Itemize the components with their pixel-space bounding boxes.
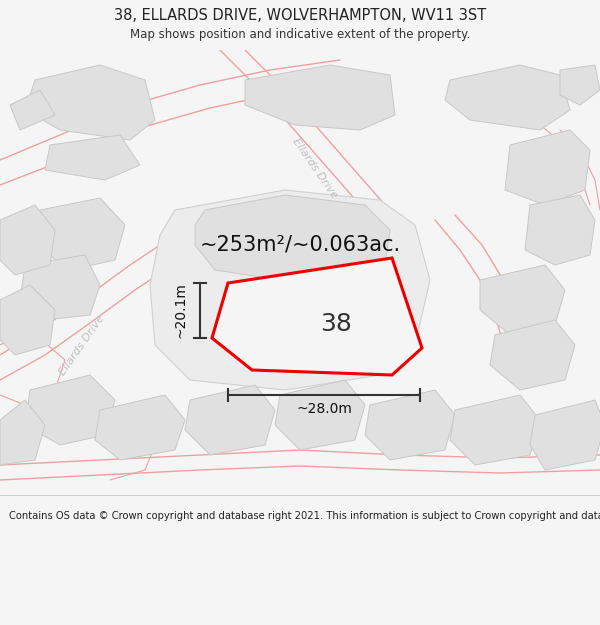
Polygon shape: [530, 400, 600, 470]
Polygon shape: [0, 285, 55, 355]
Text: Contains OS data © Crown copyright and database right 2021. This information is : Contains OS data © Crown copyright and d…: [9, 511, 600, 521]
Polygon shape: [45, 135, 140, 180]
Polygon shape: [25, 375, 115, 445]
Text: Ellards Drive: Ellards Drive: [290, 136, 340, 200]
Polygon shape: [445, 65, 570, 130]
Polygon shape: [20, 255, 100, 320]
Polygon shape: [185, 385, 275, 455]
Polygon shape: [195, 195, 390, 280]
Text: Ellards Drive: Ellards Drive: [58, 313, 106, 377]
Polygon shape: [560, 65, 600, 105]
Polygon shape: [0, 400, 45, 465]
Text: 38, ELLARDS DRIVE, WOLVERHAMPTON, WV11 3ST: 38, ELLARDS DRIVE, WOLVERHAMPTON, WV11 3…: [114, 8, 486, 23]
Polygon shape: [245, 65, 395, 130]
Polygon shape: [25, 65, 155, 140]
Polygon shape: [150, 190, 430, 390]
Polygon shape: [365, 390, 455, 460]
Polygon shape: [212, 258, 422, 375]
Polygon shape: [275, 380, 365, 450]
Polygon shape: [505, 130, 590, 205]
Polygon shape: [95, 395, 185, 460]
Text: ~253m²/~0.063ac.: ~253m²/~0.063ac.: [199, 235, 401, 255]
Polygon shape: [480, 265, 565, 335]
Polygon shape: [450, 395, 540, 465]
Polygon shape: [35, 198, 125, 270]
Text: Map shows position and indicative extent of the property.: Map shows position and indicative extent…: [130, 28, 470, 41]
Text: ~20.1m: ~20.1m: [173, 282, 187, 339]
Polygon shape: [490, 320, 575, 390]
Polygon shape: [525, 195, 595, 265]
Polygon shape: [0, 205, 55, 275]
Text: ~28.0m: ~28.0m: [296, 402, 352, 416]
Polygon shape: [10, 90, 55, 130]
Text: 38: 38: [320, 312, 352, 336]
